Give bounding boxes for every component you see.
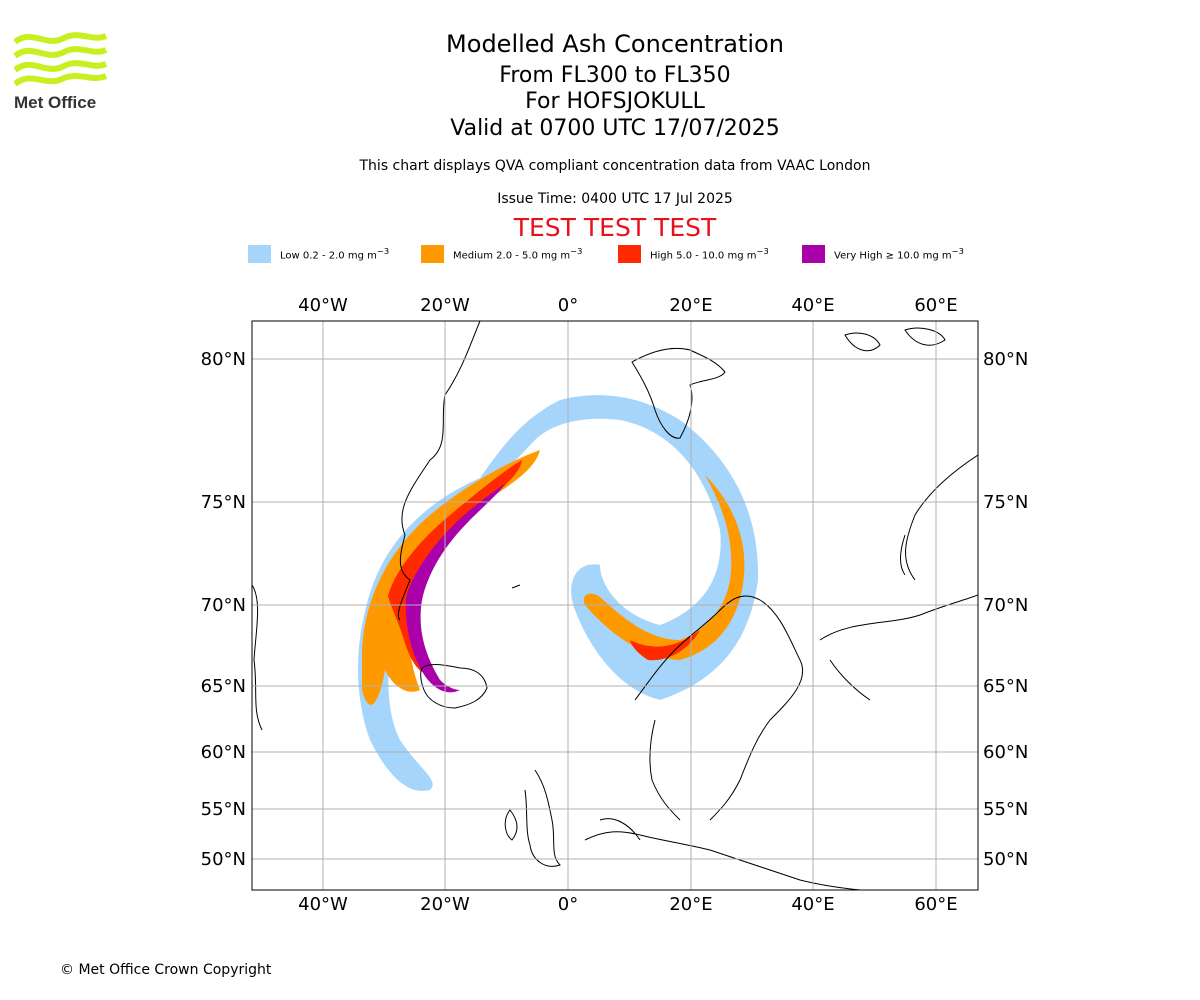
copyright-notice: © Met Office Crown Copyright [60,962,272,978]
lat-label-right: 60°N [983,742,1028,763]
legend-label-high: High 5.0 - 10.0 mg m [650,250,757,262]
lat-label-right: 55°N [983,799,1028,820]
volcano-name: For HOFSJOKULL [525,89,705,114]
lat-label-right: 70°N [983,595,1028,616]
coastlines [252,321,978,890]
legend-label-medium: Medium 2.0 - 5.0 mg m [453,250,571,262]
legend-swatch-very-high [802,245,825,263]
legend-item-very-high: Very High ≥ 10.0 mg m−3 [802,244,964,264]
lat-label-left: 65°N [201,676,246,697]
lat-label-left: 50°N [201,849,246,870]
lat-label-right: 80°N [983,349,1028,370]
legend-swatch-low [248,245,271,263]
legend-swatch-high [618,245,641,263]
lat-label-left: 75°N [201,492,246,513]
map-frame [251,320,979,891]
lat-label-left: 70°N [201,595,246,616]
lon-label-bottom: 60°E [914,894,957,915]
met-office-waves-logo-icon: Met Office [13,32,108,112]
ash-very-high-region [405,484,505,693]
legend-swatch-medium [421,245,444,263]
lat-label-right: 75°N [983,492,1028,513]
legend-label-very-high: Very High ≥ 10.0 mg m [834,250,952,262]
lon-label-bottom: 20°W [420,894,470,915]
map-grid [252,321,978,890]
lon-labels-top: 40°W 20°W 0° 20°E 40°E 60°E [298,295,957,316]
met-office-logo: Met Office [13,30,108,114]
lon-label-top: 20°W [420,295,470,316]
ash-high-region [388,460,700,673]
lon-label-top: 60°E [914,295,957,316]
chart-title: Modelled Ash Concentration [446,30,784,58]
lon-label-top: 20°E [669,295,712,316]
lat-label-right: 65°N [983,676,1028,697]
flight-levels: From FL300 to FL350 [499,63,731,88]
legend-item-high: High 5.0 - 10.0 mg m−3 [618,244,769,264]
lat-labels-right: 80°N 75°N 70°N 65°N 60°N 55°N 50°N [983,349,1028,870]
lon-label-top: 0° [558,295,578,316]
logo-text: Met Office [14,93,96,112]
lon-label-bottom: 40°W [298,894,348,915]
legend-item-low: Low 0.2 - 2.0 mg m−3 [248,244,389,264]
lon-label-top: 40°W [298,295,348,316]
lat-label-left: 60°N [201,742,246,763]
legend-label-low: Low 0.2 - 2.0 mg m [280,250,377,262]
lon-label-top: 40°E [791,295,834,316]
lon-label-bottom: 20°E [669,894,712,915]
lon-label-bottom: 40°E [791,894,834,915]
lat-label-left: 80°N [201,349,246,370]
test-banner: TEST TEST TEST [513,213,717,242]
lat-label-right: 50°N [983,849,1028,870]
lat-labels-left: 80°N 75°N 70°N 65°N 60°N 55°N 50°N [201,349,246,870]
lat-label-left: 55°N [201,799,246,820]
legend-item-medium: Medium 2.0 - 5.0 mg m−3 [421,244,582,264]
subtitle: This chart displays QVA compliant concen… [359,158,871,174]
lon-labels-bottom: 40°W 20°W 0° 20°E 40°E 60°E [298,894,957,915]
lon-label-bottom: 0° [558,894,578,915]
issue-time: Issue Time: 0400 UTC 17 Jul 2025 [497,191,733,207]
valid-time: Valid at 0700 UTC 17/07/2025 [450,116,780,141]
